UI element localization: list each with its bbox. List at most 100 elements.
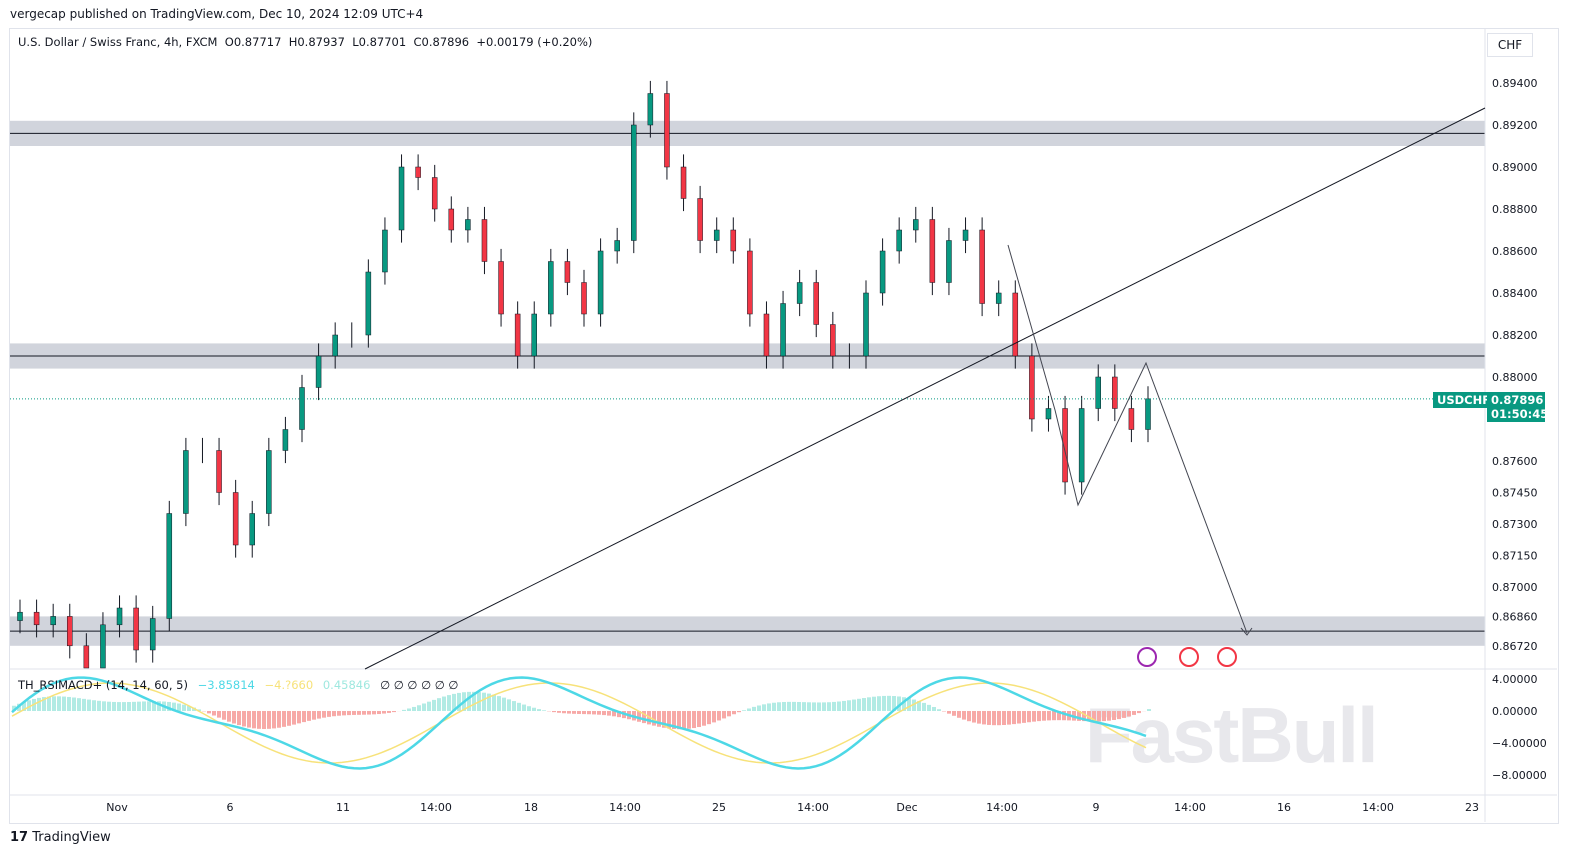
histogram-bar xyxy=(767,703,771,711)
indicator-value-4: ∅ ∅ ∅ ∅ ∅ ∅ xyxy=(380,678,459,692)
histogram-bar xyxy=(302,711,306,723)
candle-body xyxy=(962,229,969,241)
candle-body xyxy=(166,513,173,619)
histogram-bar xyxy=(362,711,366,715)
histogram-bar xyxy=(237,711,241,726)
histogram-bar xyxy=(827,702,831,711)
histogram-bar xyxy=(502,697,506,711)
histogram-bar xyxy=(412,706,416,711)
histogram-bar xyxy=(1052,711,1056,721)
candle-body xyxy=(564,261,571,283)
indicator-value-3: 0.45846 xyxy=(322,678,371,692)
histogram-bar xyxy=(1042,711,1046,721)
candle-body xyxy=(67,616,73,647)
projection-path xyxy=(1007,244,1248,634)
histogram-bar xyxy=(377,711,381,715)
histogram-bar xyxy=(962,711,966,720)
histogram-bar xyxy=(1057,711,1061,721)
x-tick-label: 14:00 xyxy=(609,801,641,814)
y-tick-label: 0.88800 xyxy=(1492,203,1538,216)
histogram-bar xyxy=(457,692,461,711)
histogram-bar xyxy=(737,711,741,713)
histogram-bar xyxy=(297,711,301,724)
histogram-bar xyxy=(22,701,26,711)
histogram-bar xyxy=(607,711,611,716)
histogram-bar xyxy=(332,711,336,717)
legend-close: C0.87896 xyxy=(413,35,470,49)
histogram-bar xyxy=(902,697,906,711)
histogram-bar xyxy=(822,702,826,711)
y-tick-label: 0.88400 xyxy=(1492,287,1538,300)
histogram-bar xyxy=(87,699,91,711)
histogram-bar xyxy=(812,702,816,711)
candle-body xyxy=(946,240,952,283)
candle-body xyxy=(498,261,504,315)
histogram-bar xyxy=(97,700,101,711)
histogram-bar xyxy=(497,696,501,711)
chart-frame[interactable] xyxy=(9,28,1559,824)
currency-button[interactable]: CHF xyxy=(1487,33,1533,57)
histogram-bar xyxy=(157,701,161,711)
candle-body xyxy=(149,618,156,651)
indicator-name[interactable]: TH_RSIMACD+ (14, 14, 60, 5) xyxy=(18,678,188,692)
histogram-bar xyxy=(967,711,971,722)
histogram-bar xyxy=(232,711,236,724)
indicator-y-tick: −8.00000 xyxy=(1492,769,1547,782)
histogram-bar xyxy=(1102,711,1106,722)
histogram-bar xyxy=(102,701,106,711)
candle-body xyxy=(183,450,189,514)
histogram-bar xyxy=(197,709,201,711)
histogram-bar xyxy=(952,711,956,716)
candle-body xyxy=(282,429,289,451)
histogram-bar xyxy=(582,711,586,715)
candle-body xyxy=(448,208,455,231)
legend-change: +0.00179 (+0.20%) xyxy=(476,35,593,49)
y-tick-label: 0.86720 xyxy=(1492,640,1538,653)
histogram-bar xyxy=(342,711,346,716)
histogram-bar xyxy=(147,701,151,711)
histogram-bar xyxy=(437,698,441,711)
candle-body xyxy=(614,240,620,252)
histogram-bar xyxy=(307,711,311,721)
legend-open: O0.87717 xyxy=(224,35,282,49)
histogram-bar xyxy=(427,701,431,711)
histogram-bar xyxy=(717,711,721,721)
indicator-y-tick: −4.00000 xyxy=(1492,737,1547,750)
histogram-bar xyxy=(82,698,86,711)
histogram-bar xyxy=(12,705,16,711)
candle-body xyxy=(664,93,670,168)
y-tick-label: 0.86860 xyxy=(1492,610,1538,623)
histogram-bar xyxy=(597,711,601,715)
histogram-bar xyxy=(757,705,761,711)
x-tick-label: 23 xyxy=(1465,801,1479,814)
y-tick-label: 0.89400 xyxy=(1492,77,1538,90)
histogram-bar xyxy=(932,706,936,711)
histogram-bar xyxy=(322,711,326,718)
countdown: 01:50:45 xyxy=(1491,407,1549,421)
histogram-bar xyxy=(782,701,786,711)
histogram-bar xyxy=(1002,711,1006,725)
histogram-bar xyxy=(567,711,571,714)
candle-body xyxy=(266,450,272,514)
histogram-bar xyxy=(242,711,246,727)
histogram-bar xyxy=(1097,711,1101,722)
histogram-bar xyxy=(792,701,796,711)
histogram-bar xyxy=(572,711,576,714)
histogram-bar xyxy=(1122,711,1126,718)
candle-body xyxy=(697,198,703,241)
histogram-bar xyxy=(727,711,731,717)
indicator-value-2: −4.?660 xyxy=(264,678,314,692)
x-tick-label: 6 xyxy=(227,801,234,814)
histogram-bar xyxy=(312,711,316,720)
indicator-legend: TH_RSIMACD+ (14, 14, 60, 5) −3.85814 −4.… xyxy=(18,678,464,692)
histogram-bar xyxy=(532,707,536,711)
histogram-bar xyxy=(272,711,276,729)
candle-body xyxy=(929,219,936,283)
histogram-bar xyxy=(637,711,641,722)
histogram-bar xyxy=(337,711,341,716)
histogram-bar xyxy=(37,697,41,711)
histogram-bar xyxy=(537,709,541,711)
candle-body xyxy=(232,492,239,546)
candle-body xyxy=(50,616,56,626)
